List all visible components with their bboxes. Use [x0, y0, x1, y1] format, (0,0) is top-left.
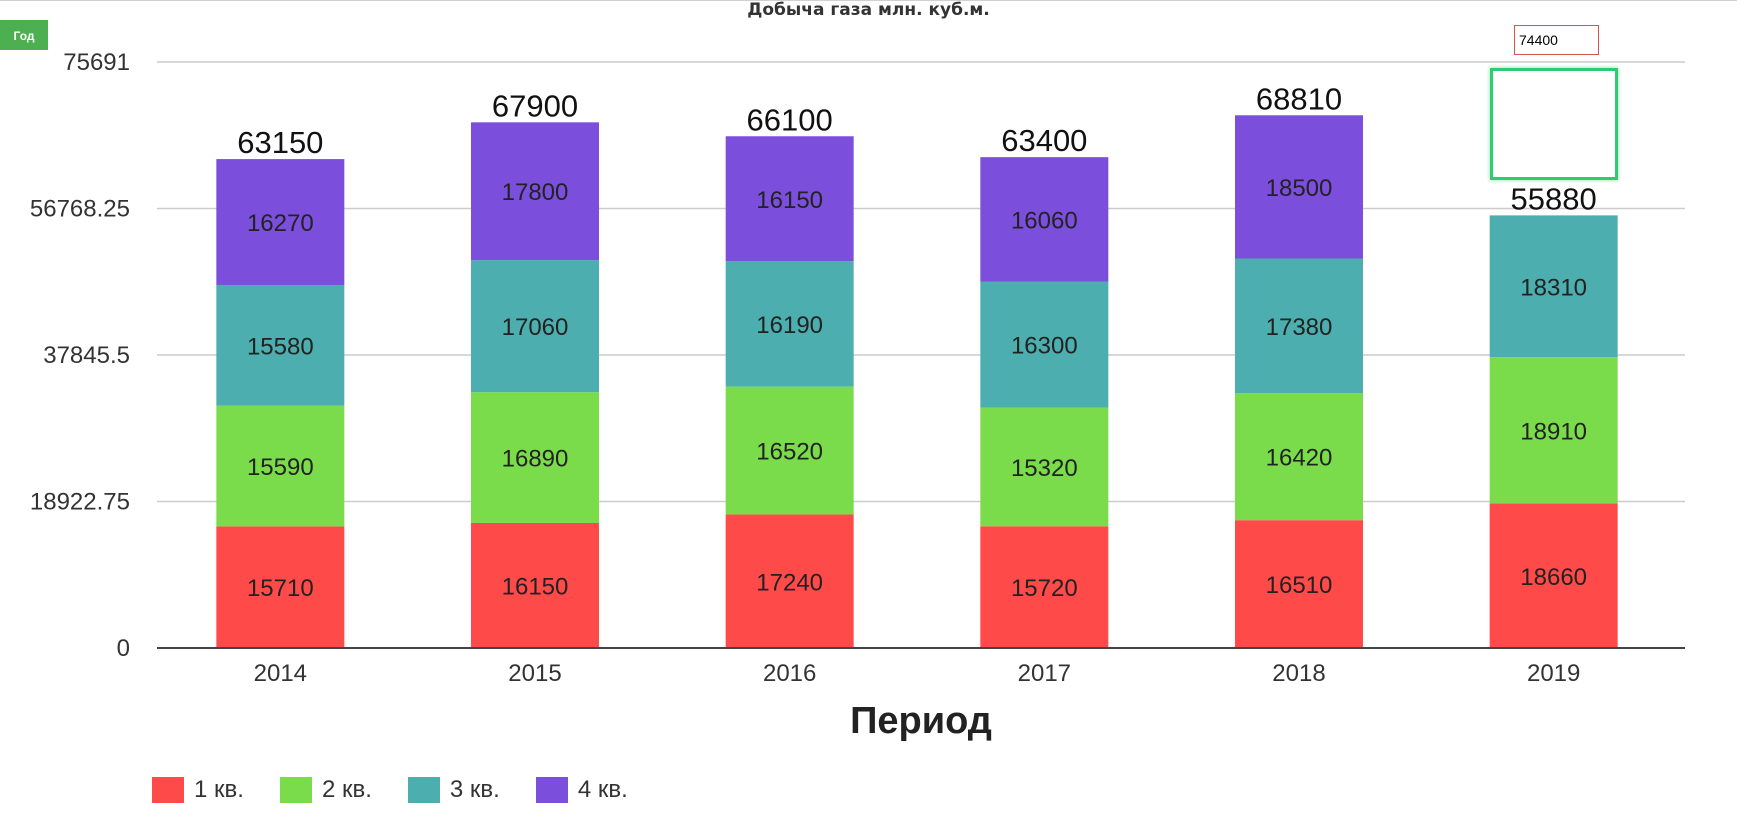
segment-value-label: 15580: [247, 333, 314, 360]
x-tick-label: 2017: [1018, 660, 1071, 687]
y-tick-label: 56768.25: [30, 196, 130, 223]
y-tick-label: 37845.5: [43, 342, 130, 369]
x-tick-label: 2018: [1272, 660, 1325, 687]
new-segment-placeholder-2019[interactable]: [1490, 68, 1618, 180]
segment-value-label: 17060: [502, 314, 569, 341]
legend-label: 3 кв.: [449, 776, 500, 803]
bar-segment[interactable]: [471, 392, 599, 523]
bar-segment[interactable]: [216, 159, 345, 286]
bar-total-label: 63400: [1001, 123, 1087, 158]
segment-value-label: 16890: [502, 446, 569, 473]
y-tick-label: 18922.75: [30, 489, 130, 516]
year-button[interactable]: Год: [0, 20, 48, 50]
segment-value-label: 16150: [756, 187, 823, 214]
bar-segment[interactable]: [980, 157, 1109, 282]
segment-value-label: 17380: [1266, 314, 1333, 341]
segment-value-label: 16270: [247, 210, 314, 237]
segment-value-label: 16150: [502, 573, 569, 600]
bar-total-label: 63150: [237, 125, 323, 160]
bar-segment[interactable]: [1489, 357, 1618, 504]
bar-total-label: 68810: [1256, 81, 1342, 116]
segment-value-label: 15320: [1011, 455, 1078, 482]
segment-value-label: 16420: [1266, 445, 1333, 472]
bar-segment[interactable]: [1489, 503, 1618, 648]
x-tick-label: 2014: [254, 660, 307, 687]
bar-segment[interactable]: [725, 514, 854, 648]
chart-title: Добыча газа млн. куб.м.: [747, 0, 990, 20]
segment-value-label: 16060: [1011, 207, 1078, 234]
legend-label: 2 кв.: [321, 776, 372, 803]
value-edit-input[interactable]: [1514, 25, 1599, 55]
bar-total-label: 67900: [492, 88, 578, 123]
bar-segment[interactable]: [725, 386, 854, 515]
bar-segment[interactable]: [216, 405, 345, 527]
segment-value-label: 16190: [756, 312, 823, 339]
legend-item[interactable]: 2 кв.: [279, 776, 372, 804]
legend: 1 кв. 2 кв. 3 кв. 4 кв.: [152, 776, 664, 804]
y-tick-label: 0: [117, 635, 130, 662]
bar-segment[interactable]: [471, 260, 599, 393]
legend-swatch: [535, 777, 568, 803]
segment-value-label: 15710: [247, 575, 314, 602]
segment-value-label: 16300: [1011, 333, 1078, 360]
legend-swatch: [152, 777, 184, 803]
bar-segment[interactable]: [216, 526, 345, 648]
segment-value-label: 18500: [1266, 175, 1333, 202]
bar-segment[interactable]: [980, 407, 1109, 527]
bar-segment[interactable]: [1235, 115, 1363, 259]
segment-value-label: 17800: [502, 179, 569, 206]
x-axis-title: Период: [850, 700, 992, 742]
legend-item[interactable]: 1 кв.: [152, 776, 244, 804]
bar-segment[interactable]: [471, 522, 599, 648]
legend-item[interactable]: 3 кв.: [407, 776, 500, 804]
bar-segment[interactable]: [1235, 520, 1363, 648]
x-tick-label: 2015: [508, 660, 561, 687]
x-tick-label: 2019: [1527, 660, 1580, 687]
legend-label: 1 кв.: [194, 776, 244, 803]
segment-value-label: 18660: [1520, 564, 1587, 591]
segment-value-label: 15590: [247, 454, 314, 481]
bar-segment[interactable]: [725, 261, 854, 387]
top-divider: [0, 0, 1737, 1]
segment-value-label: 18910: [1520, 418, 1587, 445]
legend-label: 4 кв.: [577, 776, 628, 803]
legend-swatch: [407, 777, 440, 803]
bar-segment[interactable]: [1235, 393, 1363, 521]
bar-segment[interactable]: [1235, 258, 1363, 394]
y-tick-label: 75691: [63, 49, 130, 76]
bar-segment[interactable]: [216, 285, 345, 406]
legend-swatch: [279, 777, 312, 803]
segment-value-label: 16520: [756, 439, 823, 466]
legend-item[interactable]: 4 кв.: [535, 776, 628, 804]
bar-segment[interactable]: [980, 281, 1109, 408]
segment-value-label: 18310: [1520, 274, 1587, 301]
bar-segment[interactable]: [725, 136, 854, 262]
bar-total-label: 55880: [1511, 181, 1597, 216]
x-tick-label: 2016: [763, 660, 816, 687]
bar-segment[interactable]: [471, 122, 599, 261]
segment-value-label: 16510: [1266, 572, 1333, 599]
bar-segment[interactable]: [980, 526, 1109, 648]
bar-total-label: 66100: [747, 102, 833, 137]
segment-value-label: 17240: [756, 569, 823, 596]
bar-segment[interactable]: [1489, 215, 1618, 358]
segment-value-label: 15720: [1011, 575, 1078, 602]
